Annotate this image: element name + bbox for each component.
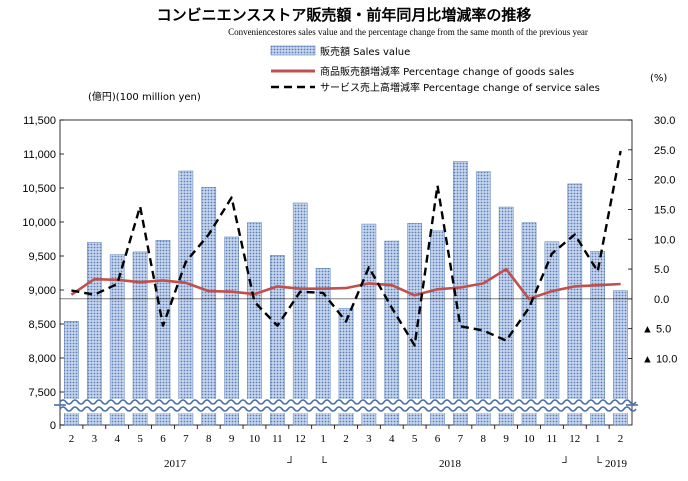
right-axis-unit: (%) [650, 73, 667, 84]
sales-bar [567, 183, 583, 426]
sales-bar [109, 254, 125, 426]
year-label-2018: 2018 [439, 458, 462, 470]
x-axis-tick-label: 11 [272, 433, 283, 445]
x-axis-tick-label: 3 [366, 433, 372, 445]
x-axis-tick-label: 4 [114, 433, 120, 445]
x-axis-tick-label: 11 [547, 433, 558, 445]
sales-bar [338, 308, 354, 426]
left-axis-unit: (億円)(100 million yen) [88, 90, 201, 103]
right-axis-tick-label: 30.0 [654, 115, 675, 127]
left-axis-tick-label: 9,500 [28, 251, 56, 263]
sales-bar [201, 187, 217, 426]
line-series [70, 150, 622, 347]
left-axis-ticks: 0 7,500 8,000 8,500 9,000 9,500 10,000 10,500 11… [22, 115, 64, 432]
sales-bar [292, 202, 308, 426]
right-axis-tick-label: ▲ 10.0 [642, 354, 677, 366]
x-axis-tick-label: 10 [524, 433, 536, 445]
x-axis-tick-label: 8 [206, 433, 212, 445]
sales-bar [453, 161, 468, 426]
sales-bar [544, 241, 560, 426]
right-axis-tick-label: 0.0 [654, 294, 669, 306]
sales-bar [86, 242, 102, 426]
x-axis-tick-label: 6 [435, 433, 441, 445]
sales-bar [270, 255, 285, 426]
chart-title: コンビニエンスストア販売額・前年同月比増減率の推移 [157, 6, 532, 24]
legend-label-goods: 商品販売額増減率 Percentage change of goods sale… [320, 65, 574, 78]
x-axis-tick-label: 9 [229, 433, 235, 445]
axis-break-wave-line [59, 406, 637, 412]
year-break-mark: ┘ [286, 455, 295, 469]
legend-label-sales: 販売額 Sales value [320, 45, 410, 58]
x-axis-tick-label: 10 [249, 433, 261, 445]
x-axis-tick-label: 7 [458, 433, 464, 445]
sales-bar [498, 206, 514, 426]
right-axis-tick-label: 15.0 [654, 204, 675, 216]
right-axis-tick-label: ▲ 5.0 [642, 324, 671, 336]
x-axis-tick-label: 1 [595, 433, 601, 445]
x-axis-tick-label: 7 [183, 433, 189, 445]
right-axis-tick-label: 20.0 [654, 175, 675, 187]
sales-bar [361, 223, 377, 426]
left-axis-tick-label: 10,500 [22, 183, 56, 195]
x-axis-tick-label: 3 [92, 433, 98, 445]
sales-bar [384, 240, 400, 426]
left-axis-tick-label: 10,000 [22, 217, 56, 229]
sales-bar [590, 250, 606, 426]
sales-bar [132, 251, 148, 426]
x-axis-tick-label: 2 [343, 433, 349, 445]
right-axis-tick-label: 10.0 [654, 234, 675, 246]
x-axis-tick-label: 5 [137, 433, 143, 445]
goods-change-line [70, 267, 621, 301]
right-axis-ticks: 30.0 25.0 20.0 15.0 10.0 5.0 0.0 ▲ 5.0 ▲ 10.0 [628, 115, 677, 366]
year-break-mark: └ [319, 455, 327, 469]
x-axis-tick-label: 2 [618, 433, 624, 445]
x-axis-tick-label: 12 [569, 433, 580, 445]
axis-break-wave [54, 399, 638, 413]
right-axis-tick-label: 25.0 [654, 145, 675, 157]
year-break-mark: ┘ [561, 455, 570, 469]
x-axis-tick-label: 4 [389, 433, 395, 445]
left-axis-tick-label: 8,000 [28, 353, 56, 365]
right-axis-tick-label: 5.0 [654, 264, 669, 276]
x-axis-tick-label: 1 [320, 433, 326, 445]
sales-bar [224, 236, 239, 426]
x-axis-tick-label: 2 [69, 433, 75, 445]
left-axis-tick-label: 7,500 [28, 387, 56, 399]
x-axis-tick-label: 5 [412, 433, 418, 445]
sales-bar [155, 240, 171, 426]
year-label-2017: 2017 [164, 458, 187, 470]
legend: 販売額 Sales value 商品販売額増減率 Percentage chan… [270, 45, 600, 94]
legend-label-service: サービス売上高増減率 Percentage change of service … [320, 81, 600, 94]
sales-bar [521, 222, 537, 426]
sales-bar [475, 171, 491, 426]
year-break-mark: └ [594, 455, 602, 469]
sales-bar [613, 290, 628, 426]
sales-bar [430, 230, 445, 426]
sales-bar [247, 222, 262, 426]
sales-bar [315, 267, 331, 426]
service-change-line [71, 150, 622, 347]
bar-series [64, 161, 628, 426]
x-axis-tick-label: 8 [481, 433, 487, 445]
x-axis-tick-label: 6 [160, 433, 166, 445]
year-label-2019: 2019 [605, 458, 628, 470]
left-axis-tick-label: 9,000 [28, 285, 56, 297]
left-axis-tick-label: 11,000 [23, 149, 56, 161]
axis-break-wave-line [59, 399, 637, 405]
legend-swatch-sales [270, 45, 316, 56]
left-axis-tick-label: 8,500 [28, 319, 56, 331]
x-axis-tick-label: 12 [295, 433, 306, 445]
sales-bar [407, 223, 422, 426]
left-axis-tick-label: 0 [50, 420, 56, 432]
left-axis-tick-label: 11,500 [23, 115, 56, 127]
sales-bar [178, 170, 194, 426]
x-axis-ticks: 2 3 4 5 6 7 8 9 10 11 12 1 2 3 4 5 6 7 8 9 10 11 12 1 2 [59, 425, 624, 445]
chart-subtitle: Conveniencestores sales value and the pe… [228, 27, 588, 37]
x-axis-tick-label: 9 [503, 433, 509, 445]
